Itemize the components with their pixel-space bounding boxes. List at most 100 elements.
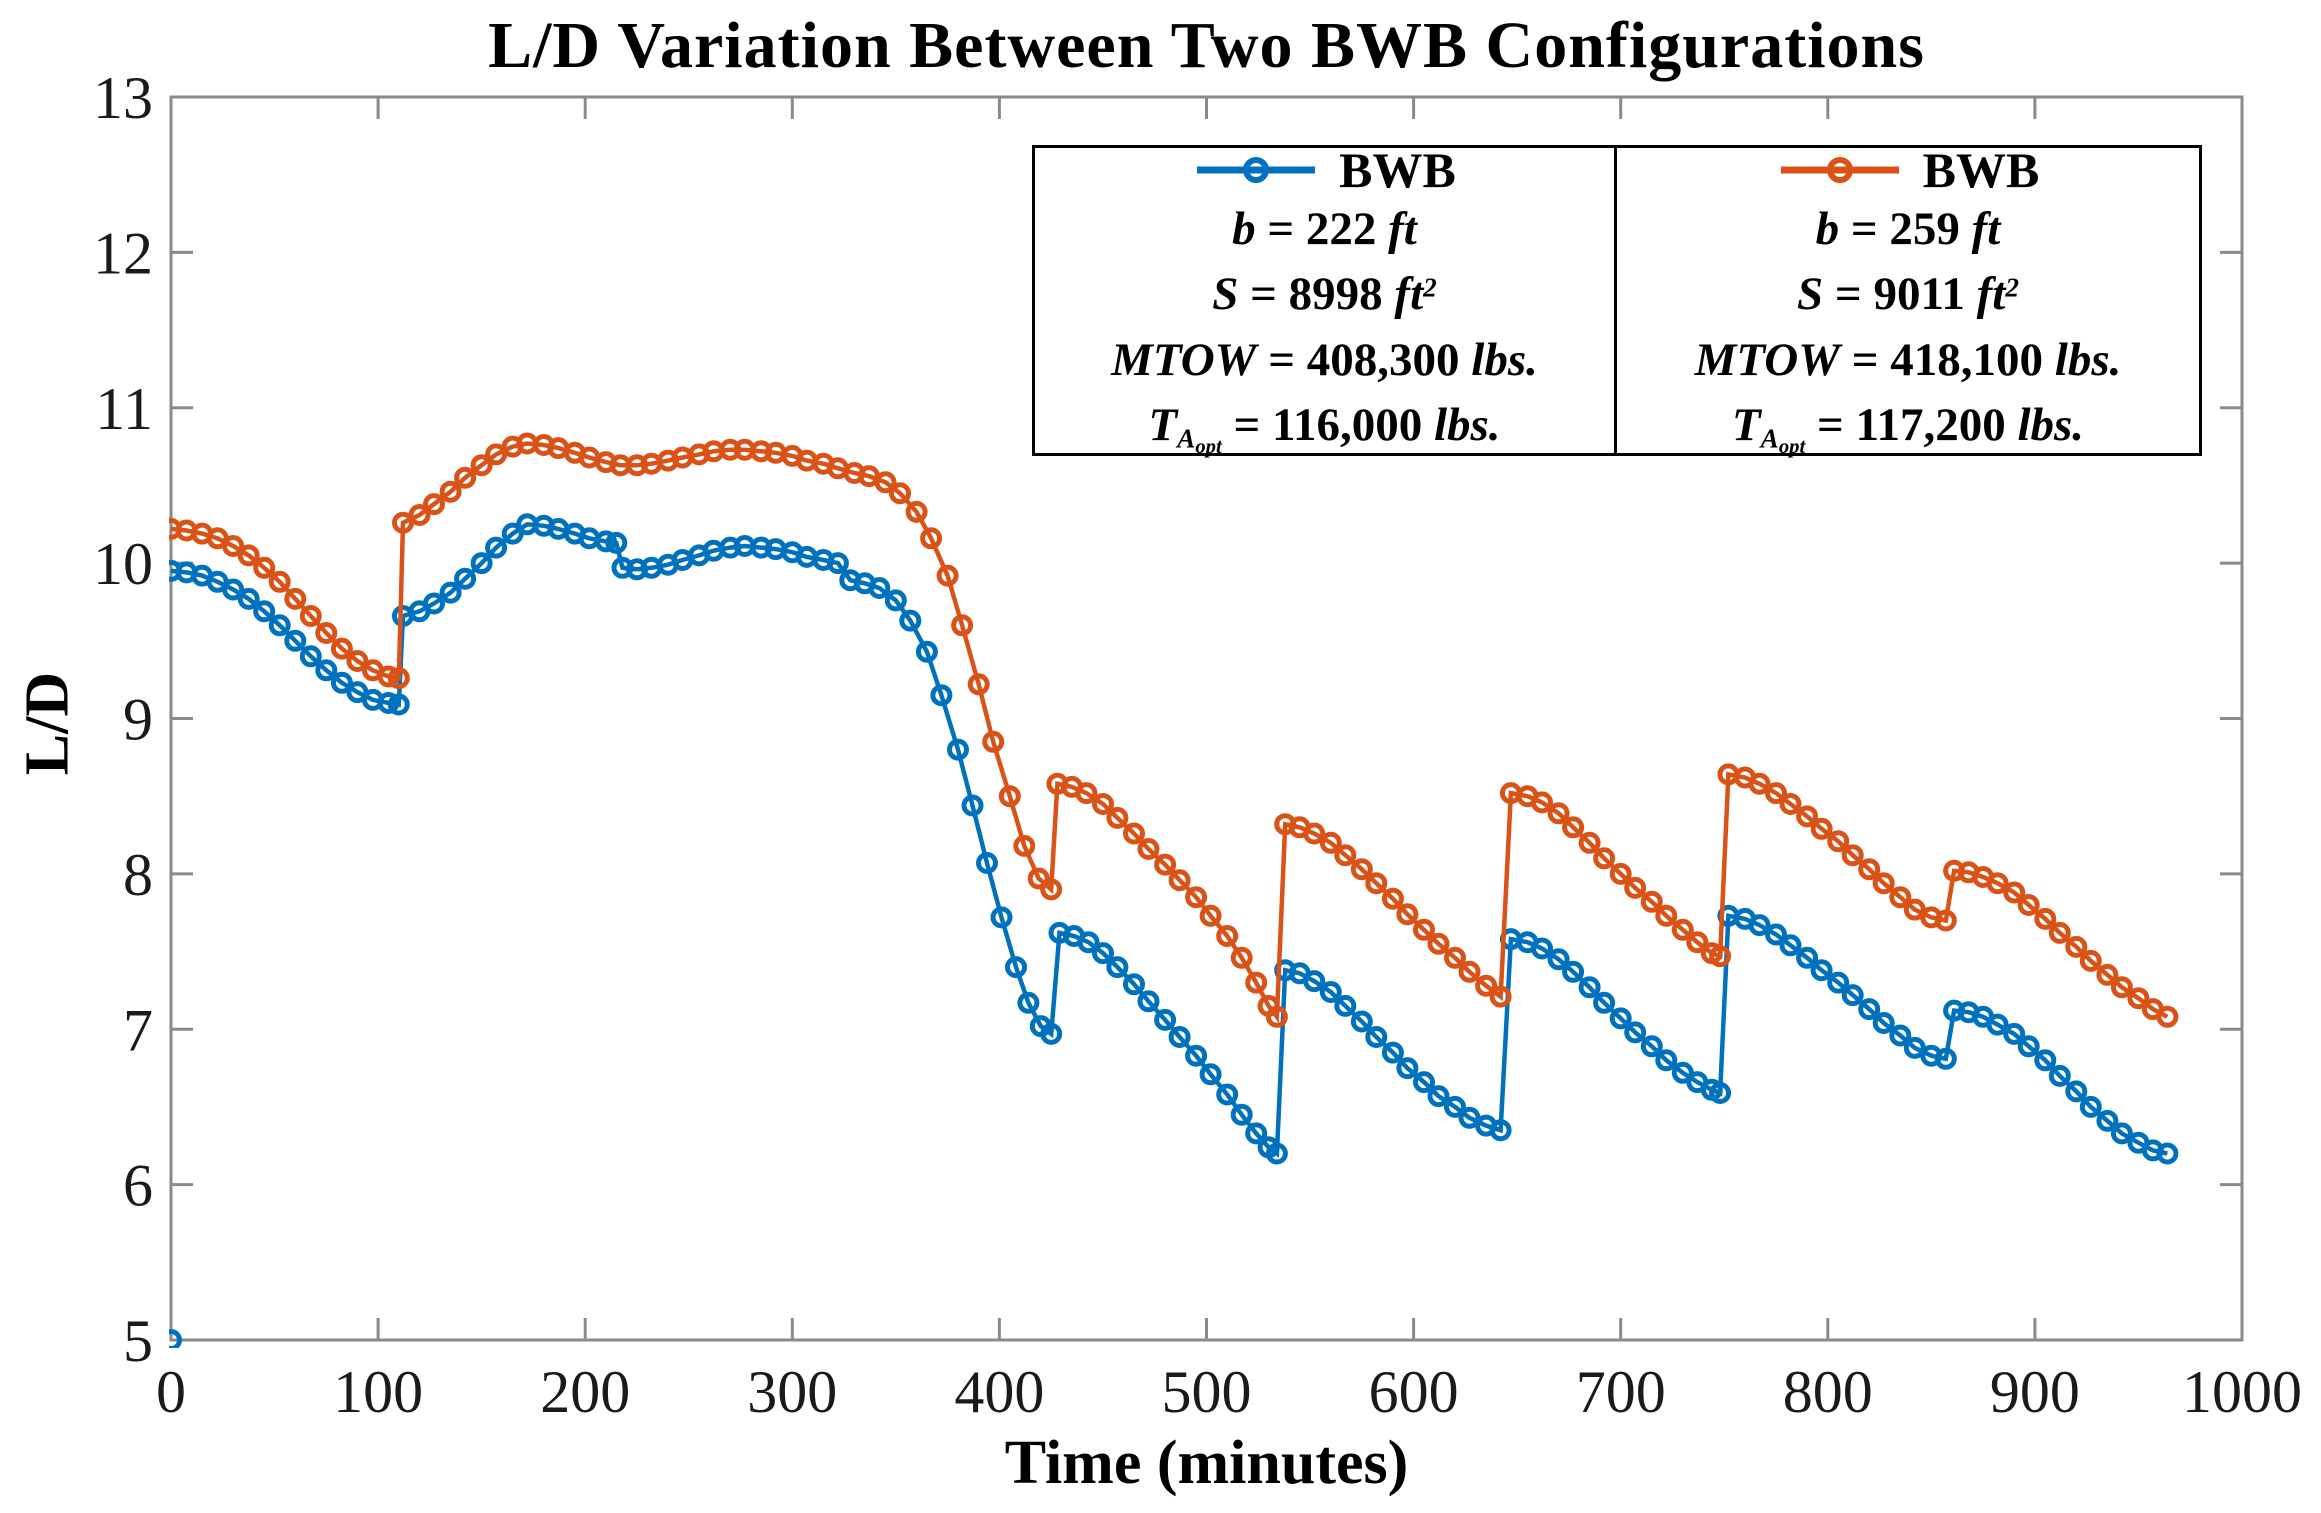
- legend: BWB b = 222 ft S = 8998 ft2 MTOW = 408,3…: [1032, 143, 2202, 457]
- data-point-marker: [346, 650, 369, 672]
- legend-param-mtow: MTOW = 418,100 lbs.: [1694, 333, 2122, 386]
- data-point-marker: [1640, 890, 1663, 913]
- data-point-marker: [1381, 1041, 1404, 1064]
- data-point-marker: [2065, 1080, 2088, 1103]
- data-point-marker: [1265, 1005, 1288, 1028]
- data-point-marker: [1137, 990, 1160, 1013]
- data-point-marker: [1168, 869, 1191, 892]
- data-point-marker: [1458, 1106, 1481, 1129]
- data-point-marker: [936, 564, 959, 587]
- data-point-marker: [1593, 847, 1616, 870]
- data-point-marker: [222, 535, 245, 557]
- data-point-marker: [1413, 1071, 1435, 1094]
- legend-series-name: BWB: [1922, 142, 2040, 199]
- series-line: [170, 441, 2169, 1024]
- data-point-marker: [976, 852, 998, 874]
- data-point-marker: [2096, 963, 2119, 986]
- data-point-marker: [268, 614, 291, 637]
- data-point-marker: [915, 640, 938, 663]
- data-point-marker: [1199, 904, 1222, 927]
- data-point-marker: [967, 673, 990, 696]
- data-point-marker: [2079, 1095, 2102, 1118]
- x-tick-label: 400: [954, 1359, 1044, 1425]
- data-point-marker: [594, 530, 617, 553]
- data-point-marker: [1106, 806, 1129, 829]
- data-point-marker: [1489, 985, 1512, 1008]
- legend-param-s: S = 8998 ft2: [1212, 268, 1437, 321]
- x-tick-label: 100: [333, 1359, 423, 1425]
- data-point-marker: [315, 622, 338, 644]
- data-point-marker: [330, 637, 353, 660]
- data-point-marker: [1609, 1007, 1632, 1030]
- x-tick-label: 500: [1162, 1359, 1252, 1425]
- legend-panel-bwb-259: BWB b = 259 ft S = 9011 ft2 MTOW = 418,1…: [1617, 143, 2199, 457]
- data-point-marker: [930, 684, 953, 707]
- data-point-marker: [1748, 914, 1771, 937]
- data-point-marker: [439, 581, 462, 604]
- data-point-marker: [1365, 872, 1388, 895]
- legend-series-name: BWB: [1339, 142, 1456, 199]
- data-point-marker: [1216, 1083, 1239, 1106]
- data-point-marker: [315, 659, 338, 682]
- data-point-marker: [392, 511, 414, 534]
- data-point-marker: [1027, 867, 1050, 890]
- data-point-marker: [1334, 844, 1357, 867]
- data-point-marker: [485, 536, 508, 559]
- data-point-marker: [884, 589, 907, 612]
- data-point-marker: [2156, 1005, 2179, 1028]
- data-point-marker: [1748, 772, 1771, 795]
- data-point-marker: [1827, 830, 1850, 853]
- data-point-marker: [1796, 805, 1819, 828]
- legend-panel-bwb-222: BWB b = 222 ft S = 8998 ft2 MTOW = 408,3…: [1035, 143, 1617, 457]
- data-point-marker: [998, 785, 1021, 808]
- data-point-marker: [330, 671, 353, 694]
- data-point-marker: [1810, 959, 1833, 982]
- data-point-marker: [1245, 971, 1268, 994]
- data-point-marker: [1230, 1103, 1253, 1126]
- data-point-marker: [1671, 918, 1694, 941]
- legend-param-b: b = 222 ft: [1232, 203, 1417, 256]
- data-point-marker: [2034, 907, 2057, 930]
- data-point-marker: [1154, 853, 1177, 876]
- data-point-marker: [1396, 903, 1419, 926]
- data-point-marker: [470, 552, 493, 575]
- series-group: [169, 432, 2179, 1348]
- data-point-marker: [2079, 949, 2102, 972]
- x-tick-label: 800: [1783, 1359, 1873, 1425]
- y-tick-label: 10: [93, 531, 153, 597]
- data-point-marker: [299, 605, 322, 627]
- data-point-marker: [2003, 881, 2026, 904]
- data-point-marker: [284, 587, 307, 610]
- data-point-marker: [1765, 923, 1787, 946]
- data-point-marker: [2127, 987, 2150, 1010]
- data-point-marker: [1765, 782, 1787, 805]
- data-point-marker: [423, 592, 445, 615]
- legend-param-thrust: TAopt = 117,200 lbs.: [1731, 398, 2085, 458]
- data-point-marker: [1350, 858, 1373, 881]
- data-point-marker: [439, 480, 462, 503]
- data-point-marker: [1872, 1012, 1895, 1034]
- data-point-marker: [1903, 1036, 1926, 1059]
- data-point-marker: [454, 567, 477, 590]
- data-point-marker: [1779, 793, 1802, 815]
- data-point-marker: [237, 587, 260, 610]
- data-point-marker: [1458, 960, 1481, 983]
- data-point-marker: [1265, 1142, 1288, 1165]
- data-point-marker: [1796, 946, 1819, 969]
- data-point-marker: [1609, 862, 1632, 885]
- data-point-marker: [1934, 1047, 1957, 1070]
- data-point-marker: [2017, 894, 2040, 916]
- data-point-marker: [1396, 1057, 1419, 1080]
- data-point-marker: [501, 522, 524, 545]
- data-point-marker: [1075, 782, 1098, 805]
- blue-line-marker-icon: [1197, 157, 1316, 184]
- data-point-marker: [1092, 942, 1114, 965]
- data-point-marker: [1106, 956, 1129, 979]
- data-point-marker: [1841, 984, 1864, 1007]
- data-point-marker: [1319, 981, 1342, 1003]
- x-tick-label: 300: [747, 1359, 837, 1425]
- data-point-marker: [1319, 831, 1342, 854]
- x-tick-label: 0: [156, 1359, 186, 1425]
- data-point-marker: [951, 614, 974, 637]
